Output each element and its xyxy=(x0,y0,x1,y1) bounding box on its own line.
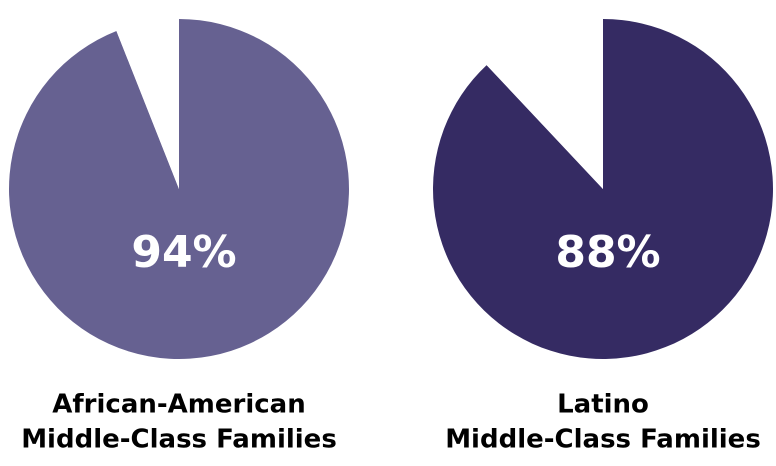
pie-slice xyxy=(486,19,603,189)
pie-caption: Middle-Class Families xyxy=(21,425,337,455)
value-label: 94% xyxy=(131,227,236,278)
value-label: 88% xyxy=(555,227,660,278)
pie-caption: Latino xyxy=(557,390,649,420)
pie-caption: Middle-Class Families xyxy=(445,425,761,455)
pie-caption: African-American xyxy=(52,390,305,420)
pie-slice xyxy=(116,19,179,189)
